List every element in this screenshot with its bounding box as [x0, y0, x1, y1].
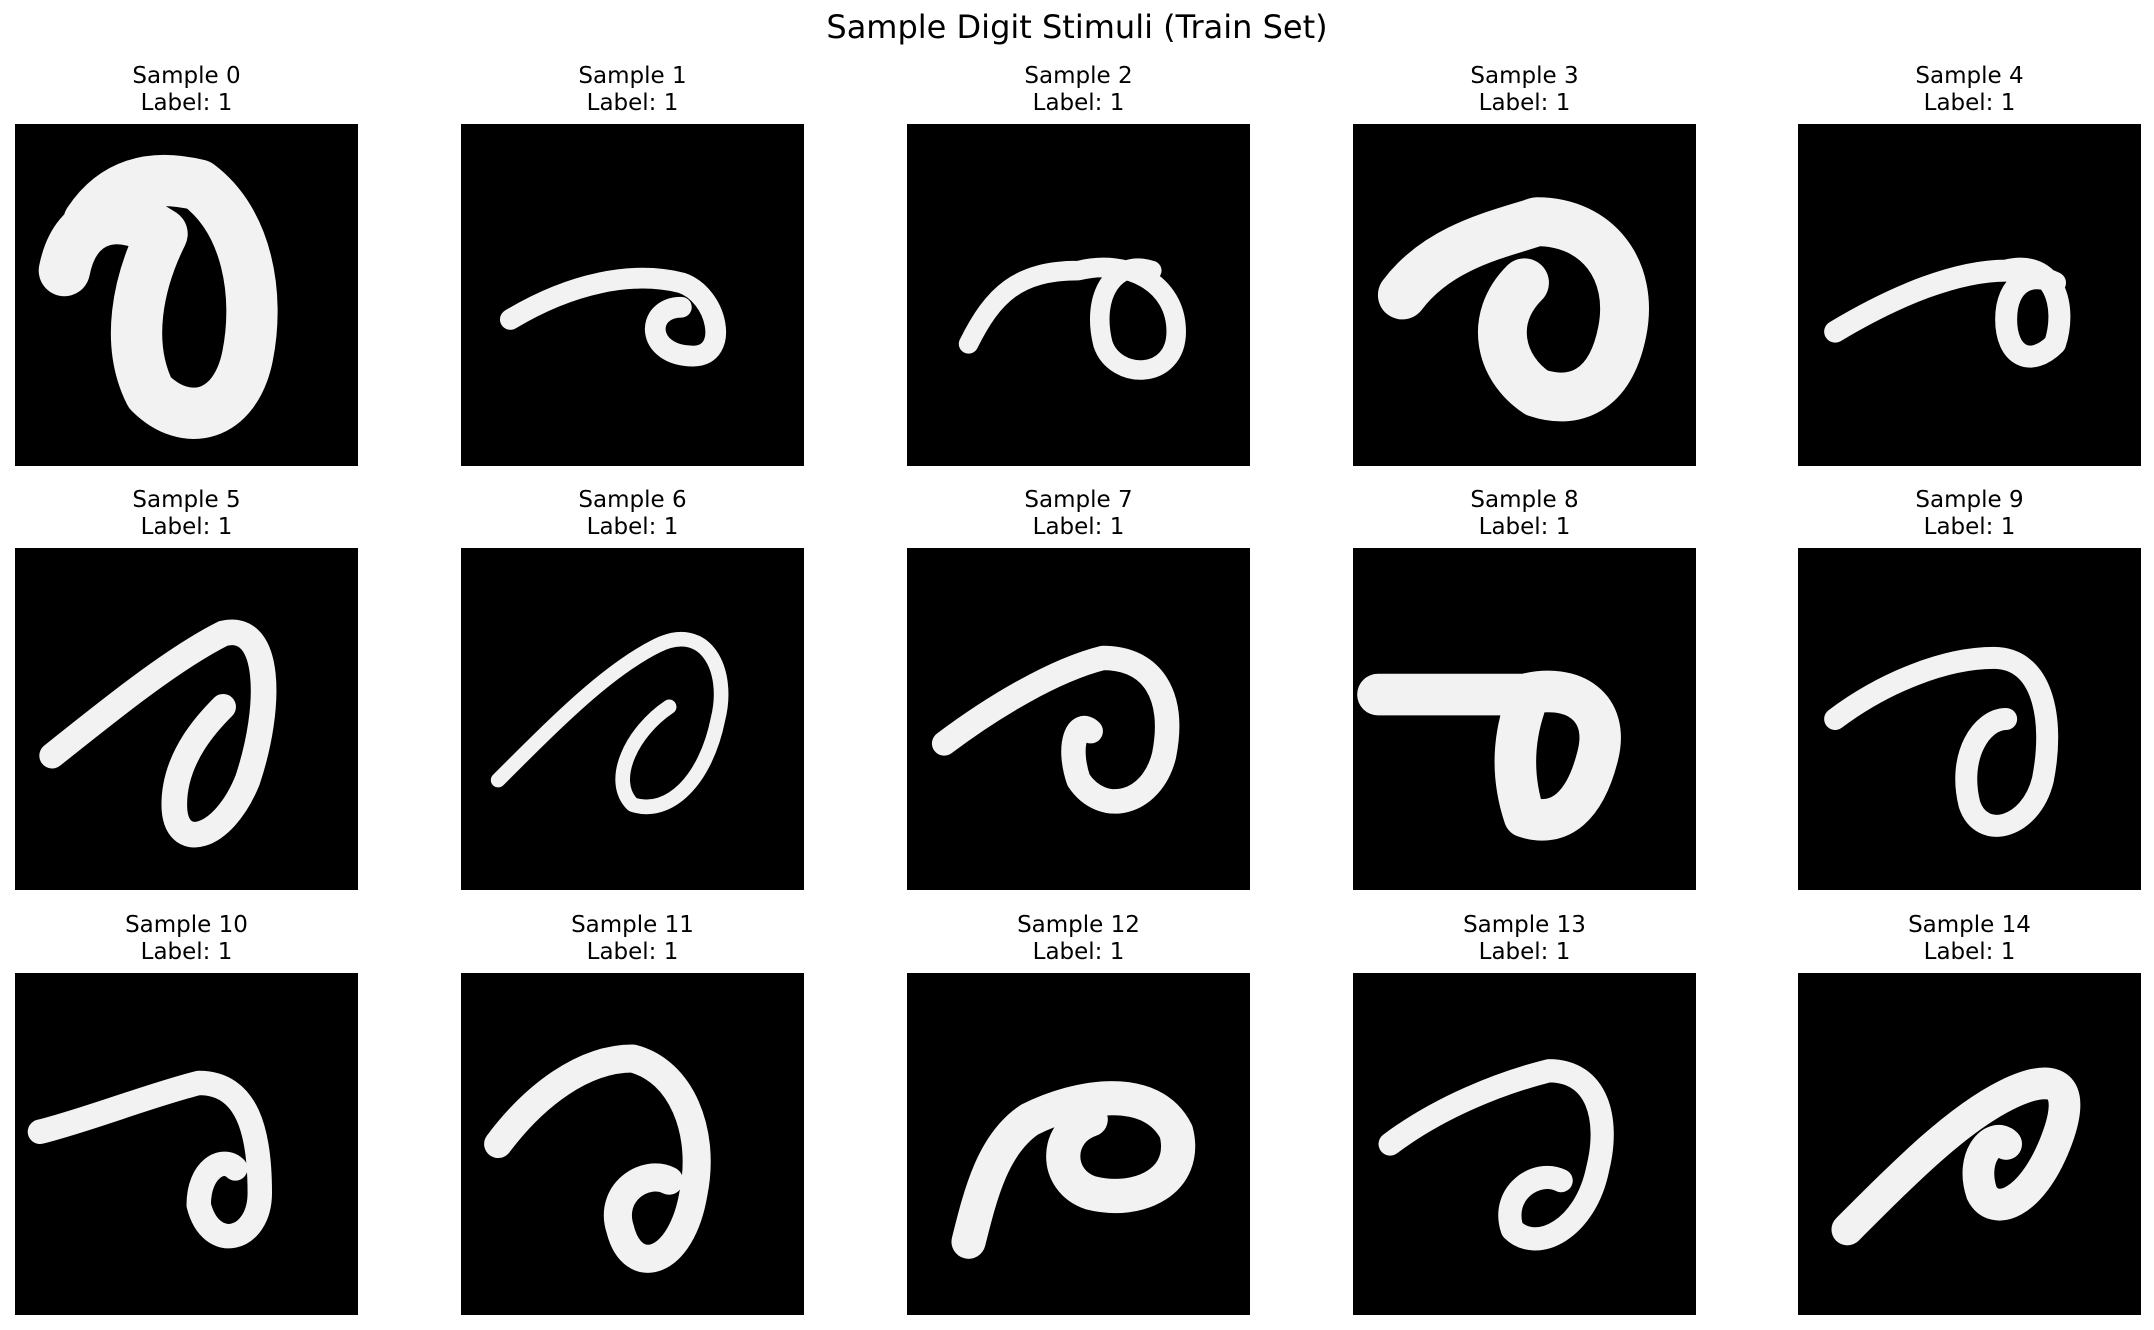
- panel-label: Label: 1: [1032, 514, 1125, 540]
- panel-label: Label: 1: [1923, 514, 2016, 540]
- digit-stroke: [499, 267, 727, 367]
- digit-image: [907, 124, 1250, 466]
- digit-stroke: [1377, 197, 1649, 422]
- image-background: [15, 973, 358, 1315]
- digit-stroke: [1824, 646, 2059, 837]
- digit-image: [1798, 124, 2141, 466]
- panel-title: Sample 9: [1915, 487, 2024, 513]
- digit-stroke: [958, 257, 1186, 380]
- digit-image: [907, 973, 1250, 1315]
- digit-image: [1798, 973, 2141, 1315]
- panel-title: Sample 10: [125, 912, 248, 938]
- panel-title: Sample 5: [132, 487, 241, 513]
- panel-label: Label: 1: [586, 939, 679, 965]
- panel-title: Sample 11: [571, 912, 694, 938]
- digit-image: [907, 548, 1250, 890]
- digit-stroke: [931, 645, 1180, 814]
- image-background: [461, 548, 804, 890]
- image-background: [907, 124, 1250, 466]
- panel-label: Label: 1: [1032, 939, 1125, 965]
- panel-title: Sample 4: [1915, 63, 2024, 89]
- panel-label: Label: 1: [140, 939, 233, 965]
- panel-title: Sample 3: [1470, 63, 1579, 89]
- figure-title: Sample Digit Stimuli (Train Set): [826, 8, 1328, 46]
- panel-title: Sample 12: [1017, 912, 1140, 938]
- digit-stroke: [39, 619, 277, 848]
- digit-image: [461, 548, 804, 890]
- digit-image: [461, 973, 804, 1315]
- image-background: [1798, 124, 2141, 466]
- digit-image: [1353, 124, 1696, 466]
- panel-label: Label: 1: [1478, 939, 1571, 965]
- digit-image: [1798, 548, 2141, 890]
- digit-image: [1353, 548, 1696, 890]
- image-background: [1353, 973, 1696, 1315]
- panel-label: Label: 1: [586, 514, 679, 540]
- image-background: [461, 124, 804, 466]
- digit-image: [15, 548, 358, 890]
- panel-title: Sample 2: [1024, 63, 1133, 89]
- panel-title: Sample 0: [132, 63, 241, 89]
- digit-image: [15, 124, 358, 466]
- digit-stroke: [1824, 257, 2071, 368]
- panel-label: Label: 1: [140, 514, 233, 540]
- panel-title: Sample 6: [578, 487, 687, 513]
- panel-label: Label: 1: [1032, 90, 1125, 116]
- panel-title: Sample 8: [1470, 487, 1579, 513]
- image-background: [1798, 548, 2141, 890]
- panel-label: Label: 1: [1923, 90, 2016, 116]
- panel-title: Sample 7: [1024, 487, 1133, 513]
- panel-label: Label: 1: [1923, 939, 2016, 965]
- panel-title: Sample 13: [1463, 912, 1586, 938]
- digit-stroke: [38, 154, 278, 439]
- digit-image: [461, 124, 804, 466]
- panel-label: Label: 1: [1478, 90, 1571, 116]
- digit-image: [1353, 973, 1696, 1315]
- digit-stroke: [27, 1070, 272, 1249]
- digit-stroke: [1378, 1059, 1614, 1251]
- panel-label: Label: 1: [586, 90, 679, 116]
- digit-stroke: [951, 1081, 1196, 1259]
- panel-label: Label: 1: [140, 90, 233, 116]
- digit-stroke: [490, 632, 729, 815]
- digit-stroke: [1357, 670, 1621, 841]
- panel-label: Label: 1: [1478, 514, 1571, 540]
- image-background: [1798, 973, 2141, 1315]
- panel-title: Sample 1: [578, 63, 687, 89]
- digit-stroke: [484, 1044, 711, 1273]
- panel-title: Sample 14: [1908, 912, 2031, 938]
- digit-stroke: [1831, 1067, 2081, 1246]
- digit-image: [15, 973, 358, 1315]
